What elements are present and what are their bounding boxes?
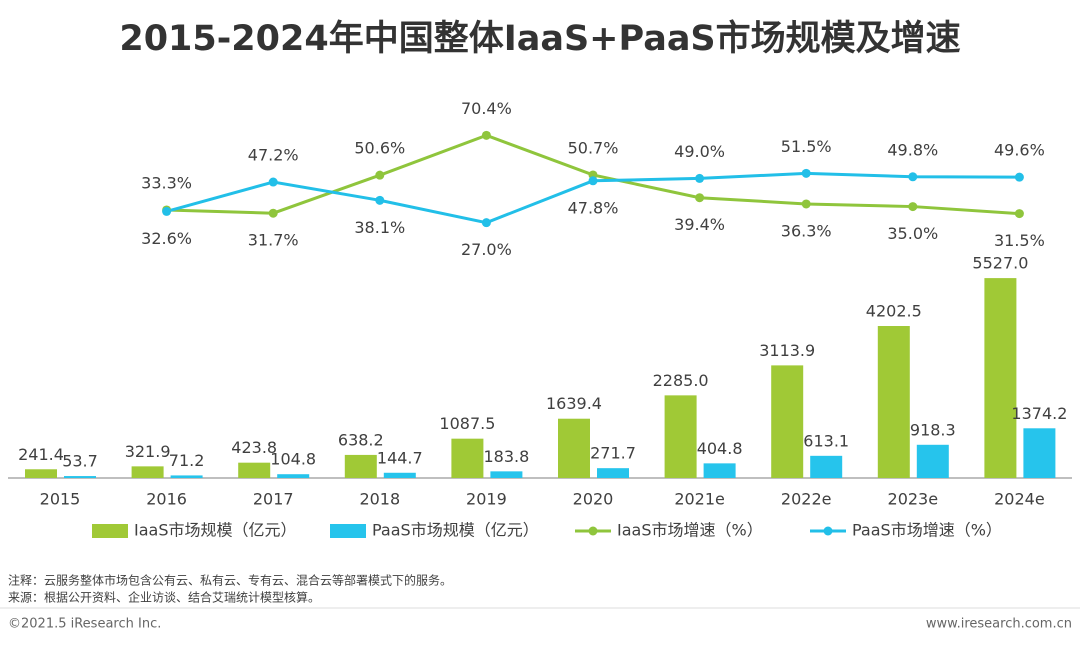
bar-value-label: 71.2 bbox=[169, 451, 205, 470]
bar-value-label: 321.9 bbox=[125, 442, 171, 461]
bar bbox=[597, 468, 629, 478]
line-point bbox=[1014, 209, 1024, 219]
legend-label: IaaS市场规模（亿元） bbox=[134, 521, 297, 540]
x-tick-label: 2018 bbox=[359, 490, 400, 509]
legend-swatch bbox=[588, 526, 598, 536]
x-tick-label: 2017 bbox=[253, 490, 294, 509]
bar bbox=[916, 444, 949, 478]
bar-value-label: 1639.4 bbox=[546, 394, 602, 413]
line-value-label: 49.8% bbox=[887, 140, 938, 159]
legend-swatch bbox=[330, 524, 366, 538]
bar-value-label: 4202.5 bbox=[866, 302, 922, 321]
x-tick-label: 2015 bbox=[40, 490, 81, 509]
line-point bbox=[268, 177, 278, 187]
x-tick-label: 2022e bbox=[781, 490, 832, 509]
note: 注释：云服务整体市场包含公有云、私有云、专有云、混合云等部署模式下的服务。 bbox=[8, 573, 452, 588]
bar bbox=[277, 474, 310, 478]
bar bbox=[984, 278, 1017, 478]
line-point bbox=[268, 208, 278, 218]
line-value-label: 32.6% bbox=[141, 229, 192, 248]
line-point bbox=[908, 172, 918, 182]
line-value-label: 35.0% bbox=[887, 224, 938, 243]
chart-title: 2015-2024年中国整体IaaS+PaaS市场规模及增速 bbox=[119, 19, 960, 59]
x-tick-label: 2021e bbox=[674, 490, 725, 509]
bar bbox=[558, 418, 590, 478]
bar-value-label: 53.7 bbox=[62, 452, 98, 471]
line-point bbox=[695, 173, 705, 183]
bar-value-label: 404.8 bbox=[697, 439, 743, 458]
bar-value-label: 3113.9 bbox=[759, 341, 815, 360]
line-value-label: 27.0% bbox=[461, 240, 512, 259]
line-value-label: 49.0% bbox=[674, 142, 725, 161]
bar-value-label: 1374.2 bbox=[1011, 404, 1067, 423]
bar bbox=[810, 455, 843, 478]
bar-value-label: 638.2 bbox=[338, 430, 384, 449]
line-value-label: 70.4% bbox=[461, 99, 512, 118]
bar bbox=[131, 466, 164, 478]
bar bbox=[383, 472, 416, 478]
line-point bbox=[375, 170, 385, 180]
line-point bbox=[1014, 172, 1024, 182]
line-point bbox=[695, 193, 705, 203]
legend-label: PaaS市场规模（亿元） bbox=[372, 521, 539, 540]
x-tick-label: 2016 bbox=[146, 490, 187, 509]
bar-value-label: 5527.0 bbox=[972, 254, 1028, 273]
line-value-label: 36.3% bbox=[781, 221, 832, 240]
bar-value-label: 271.7 bbox=[590, 444, 636, 463]
x-tick-label: 2024e bbox=[994, 490, 1045, 509]
footer-left: ©2021.5 iResearch Inc. bbox=[8, 617, 161, 632]
bar-value-label: 1087.5 bbox=[439, 414, 495, 433]
line-value-label: 31.5% bbox=[994, 231, 1045, 250]
bar-value-label: 2285.0 bbox=[653, 371, 709, 390]
x-tick-label: 2020 bbox=[573, 490, 614, 509]
line-point bbox=[908, 202, 918, 212]
bar bbox=[771, 365, 804, 478]
bar-value-label: 104.8 bbox=[270, 450, 316, 469]
bar bbox=[64, 476, 96, 478]
line-point bbox=[375, 195, 385, 205]
line-value-label: 50.6% bbox=[354, 139, 405, 158]
footer-right: www.iresearch.com.cn bbox=[926, 617, 1072, 632]
bar bbox=[451, 438, 484, 478]
bar-value-label: 241.4 bbox=[18, 445, 64, 464]
bar bbox=[238, 462, 271, 478]
bar-value-label: 183.8 bbox=[483, 447, 529, 466]
bar bbox=[877, 326, 910, 478]
line-value-label: 31.7% bbox=[248, 231, 299, 250]
line-value-label: 39.4% bbox=[674, 215, 725, 234]
bar-value-label: 613.1 bbox=[803, 431, 849, 450]
bar bbox=[703, 463, 736, 478]
x-tick-label: 2023e bbox=[888, 490, 939, 509]
note: 来源：根据公开资料、企业访谈、结合艾瑞统计模型核算。 bbox=[8, 590, 320, 605]
bar bbox=[25, 469, 57, 478]
legend-swatch bbox=[92, 524, 128, 538]
line-point bbox=[481, 218, 491, 228]
line-point bbox=[588, 176, 598, 186]
line-point bbox=[162, 206, 172, 216]
line-value-label: 33.3% bbox=[141, 173, 192, 192]
line-value-label: 38.1% bbox=[354, 218, 405, 237]
legend-label: PaaS市场增速（%） bbox=[852, 521, 1002, 540]
line-value-label: 51.5% bbox=[781, 137, 832, 156]
legend-label: IaaS市场增速（%） bbox=[617, 521, 763, 540]
line-value-label: 50.7% bbox=[568, 138, 619, 157]
line-value-label: 47.8% bbox=[568, 198, 619, 217]
line-value-label: 47.2% bbox=[248, 146, 299, 165]
line-value-label: 49.6% bbox=[994, 141, 1045, 160]
line-point bbox=[801, 199, 811, 209]
x-tick-label: 2019 bbox=[466, 490, 507, 509]
bar-value-label: 144.7 bbox=[377, 448, 423, 467]
bar bbox=[490, 471, 523, 478]
bar bbox=[170, 475, 203, 478]
bar bbox=[1023, 428, 1056, 478]
bar-value-label: 423.8 bbox=[231, 438, 277, 457]
legend-swatch bbox=[823, 526, 833, 536]
bar-value-label: 918.3 bbox=[910, 420, 956, 439]
line-point bbox=[481, 130, 491, 140]
bar bbox=[344, 454, 377, 478]
bar bbox=[664, 395, 697, 478]
line-point bbox=[801, 168, 811, 178]
